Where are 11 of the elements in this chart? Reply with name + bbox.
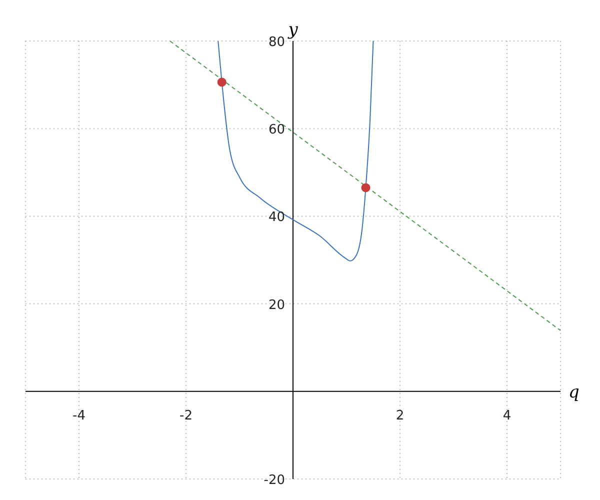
x-axis-title: q [568, 382, 580, 402]
y-tick-label: 20 [268, 298, 285, 313]
y-axis-title: y [287, 20, 298, 40]
y-tick-label: 40 [268, 210, 285, 226]
x-tick-label: -4 [72, 408, 86, 424]
x-tick-label: 4 [502, 408, 512, 424]
y-tick-label: 80 [268, 35, 285, 50]
y-tick-label: 60 [268, 122, 285, 138]
x-tick-label: -2 [180, 408, 192, 424]
y-tick-label: -20 [264, 473, 285, 488]
x-tick-label: 2 [396, 408, 404, 424]
